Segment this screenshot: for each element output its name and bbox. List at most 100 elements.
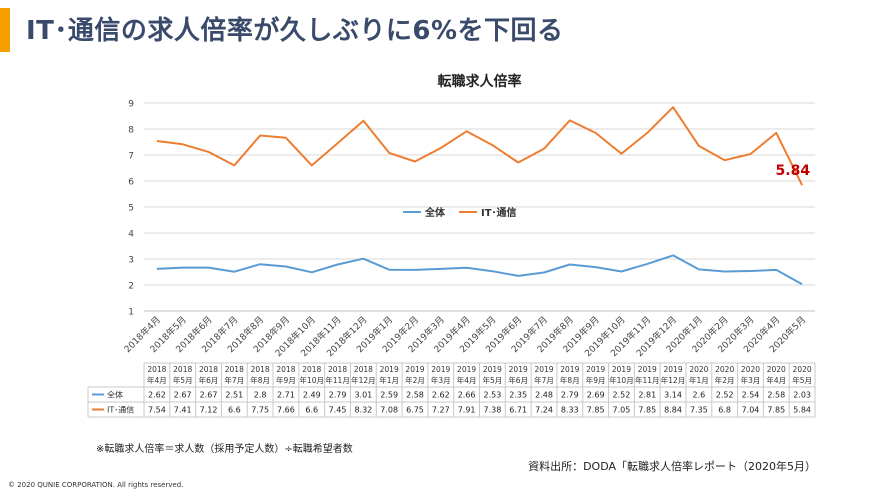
table-cell: 2.52	[716, 391, 734, 400]
table-header-year: 2019	[509, 365, 528, 374]
table-cell: 7.12	[200, 406, 218, 415]
table-header-year: 2020	[767, 365, 786, 374]
y-tick-label: 1	[128, 308, 134, 318]
table-cell: 7.41	[174, 406, 192, 415]
table-cell: 2.62	[432, 391, 450, 400]
table-header-year: 2019	[457, 365, 476, 374]
table-header-month: 年10月	[299, 375, 324, 385]
table-cell: 6.6	[228, 406, 241, 415]
table-cell: 2.66	[458, 391, 476, 400]
table-cell: 8.84	[664, 406, 682, 415]
table-header-year: 2018	[225, 365, 244, 374]
y-tick-label: 5	[128, 204, 134, 214]
table-cell: 2.48	[535, 391, 553, 400]
table-header-month: 年4月	[457, 375, 477, 385]
y-tick-label: 4	[128, 230, 134, 240]
table-header-year: 2018	[147, 365, 166, 374]
table-cell: 8.32	[354, 406, 372, 415]
table-header-month: 年8月	[250, 375, 270, 385]
table-header-month: 年9月	[586, 375, 606, 385]
table-header-year: 2018	[251, 365, 270, 374]
table-header-year: 2018	[173, 365, 192, 374]
table-header-year: 2018	[328, 365, 347, 374]
table-cell: 2.03	[793, 391, 811, 400]
table-cell: 7.66	[277, 406, 295, 415]
table-cell: 6.75	[406, 406, 424, 415]
table-cell: 7.27	[432, 406, 450, 415]
table-row-label: 全体	[107, 390, 123, 400]
table-cell: 7.05	[613, 406, 631, 415]
table-cell: 2.53	[483, 391, 501, 400]
table-header-month: 年5月	[483, 375, 503, 385]
y-tick-label: 8	[128, 126, 134, 136]
table-header-year: 2018	[276, 365, 295, 374]
table-cell: 2.62	[148, 391, 166, 400]
line-chart: 転職求人倍率1234567892018年4月2018年5月2018年6月2018…	[87, 73, 816, 418]
table-cell: 7.85	[767, 406, 785, 415]
table-header-year: 2020	[689, 365, 708, 374]
table-header-month: 年3月	[741, 375, 761, 385]
table-header-month: 年4月	[147, 375, 167, 385]
table-cell: 7.45	[329, 406, 347, 415]
table-header-month: 年3月	[431, 375, 451, 385]
table-header-month: 年12月	[351, 375, 376, 385]
table-cell: 2.69	[587, 391, 605, 400]
data-annotation: 5.84	[776, 163, 811, 179]
table-header-month: 年11月	[635, 375, 660, 385]
table-cell: 6.6	[305, 406, 318, 415]
table-cell: 2.59	[380, 391, 398, 400]
table-cell: 7.35	[690, 406, 708, 415]
table-cell: 6.71	[509, 406, 527, 415]
table-cell: 2.54	[742, 391, 760, 400]
table-header-month: 年6月	[199, 375, 219, 385]
table-cell: 2.67	[174, 391, 192, 400]
table-cell: 6.8	[718, 406, 731, 415]
table-header-year: 2019	[612, 365, 631, 374]
table-header-year: 2018	[354, 365, 373, 374]
y-tick-label: 9	[128, 100, 134, 110]
y-tick-label: 7	[128, 152, 134, 162]
table-header-year: 2020	[741, 365, 760, 374]
copyright: © 2020 QUNIE CORPORATION. All rights res…	[8, 481, 184, 489]
table-header-month: 年5月	[173, 375, 193, 385]
table-cell: 2.49	[303, 391, 321, 400]
legend-label: 全体	[424, 206, 446, 219]
table-header-month: 年1月	[689, 375, 709, 385]
table-cell: 2.58	[767, 391, 785, 400]
table-header-month: 年11月	[325, 375, 350, 385]
table-header-month: 年7月	[534, 375, 554, 385]
table-cell: 2.67	[200, 391, 218, 400]
table-cell: 2.79	[329, 391, 347, 400]
table-header-month: 年10月	[609, 375, 634, 385]
table-header-month: 年12月	[661, 375, 686, 385]
table-header-year: 2019	[534, 365, 553, 374]
table-header-year: 2019	[664, 365, 683, 374]
series-line-2	[156, 106, 803, 186]
page-title: IT･通信の求人倍率が久しぶりに6%を下回る	[26, 16, 564, 46]
table-row-label: IT･通信	[107, 405, 134, 415]
table-header-year: 2019	[405, 365, 424, 374]
series-line-1	[156, 254, 803, 286]
table-header-year: 2019	[560, 365, 579, 374]
table-cell: 2.35	[509, 391, 527, 400]
table-cell: 3.14	[664, 391, 682, 400]
y-tick-label: 3	[128, 256, 134, 266]
table-cell: 7.85	[638, 406, 656, 415]
table-cell: 2.79	[561, 391, 579, 400]
y-tick-label: 6	[128, 178, 134, 188]
table-header-month: 年5月	[792, 375, 812, 385]
table-cell: 2.58	[406, 391, 424, 400]
table-cell: 2.71	[277, 391, 295, 400]
footnote: ※転職求人倍率＝求人数（採用予定人数）÷転職希望者数	[96, 444, 353, 455]
table-header-year: 2019	[431, 365, 450, 374]
table-header-year: 2018	[199, 365, 218, 374]
table-cell: 8.33	[561, 406, 579, 415]
table-header-year: 2019	[380, 365, 399, 374]
table-header-year: 2019	[638, 365, 657, 374]
table-header-month: 年4月	[766, 375, 786, 385]
table-header-year: 2018	[302, 365, 321, 374]
table-header-month: 年2月	[715, 375, 735, 385]
title-accent-bar	[0, 8, 10, 52]
table-cell: 7.24	[535, 406, 553, 415]
table-header-month: 年9月	[276, 375, 296, 385]
